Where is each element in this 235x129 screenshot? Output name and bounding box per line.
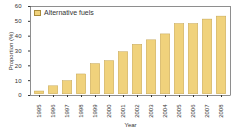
svg-text:2008: 2008: [218, 104, 224, 118]
svg-text:1998: 1998: [78, 104, 84, 118]
svg-text:20: 20: [15, 63, 22, 69]
html-text:Alternative fuels: Alternative fuels: [44, 9, 94, 16]
svg-text:2001: 2001: [120, 104, 126, 118]
svg-text:2005: 2005: [176, 104, 182, 118]
svg-text:2000: 2000: [106, 104, 112, 118]
svg-text:40: 40: [15, 33, 22, 39]
svg-text:0: 0: [18, 92, 22, 98]
svg-text:2007: 2007: [204, 104, 210, 118]
svg-text:2004: 2004: [162, 104, 168, 118]
svg-text:1997: 1997: [64, 104, 70, 118]
svg-text:50: 50: [15, 18, 22, 24]
svg-text:30: 30: [15, 48, 22, 54]
svg-text:Year: Year: [124, 122, 136, 128]
svg-text:Proportion (%): Proportion (%): [8, 32, 14, 71]
svg-text:2003: 2003: [148, 104, 154, 118]
svg-text:2002: 2002: [134, 104, 140, 118]
svg-text:1995: 1995: [36, 104, 42, 118]
svg-text:60: 60: [15, 3, 22, 9]
svg-text:1996: 1996: [50, 104, 56, 118]
svg-text:2006: 2006: [190, 104, 196, 118]
svg-text:10: 10: [15, 78, 22, 84]
svg-text:1999: 1999: [92, 104, 98, 118]
